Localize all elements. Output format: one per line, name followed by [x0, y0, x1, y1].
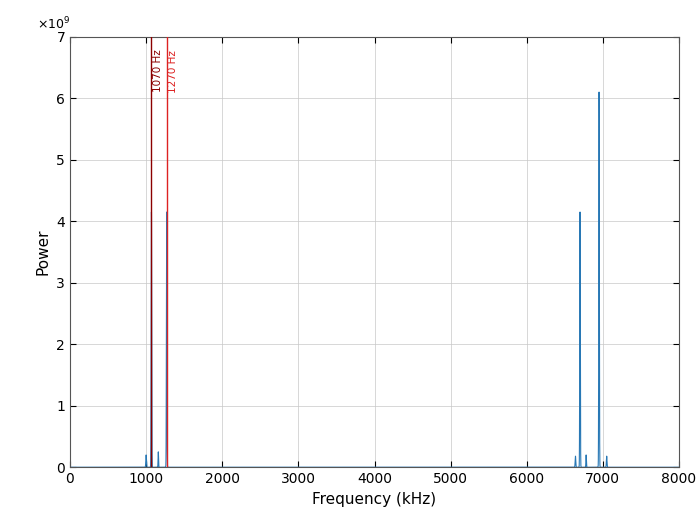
Y-axis label: Power: Power — [36, 229, 50, 275]
Text: 1270 Hz: 1270 Hz — [168, 50, 178, 92]
Text: 1070 Hz: 1070 Hz — [153, 50, 163, 92]
X-axis label: Frequency (kHz): Frequency (kHz) — [312, 492, 437, 507]
Text: $\times10^9$: $\times10^9$ — [36, 16, 70, 33]
